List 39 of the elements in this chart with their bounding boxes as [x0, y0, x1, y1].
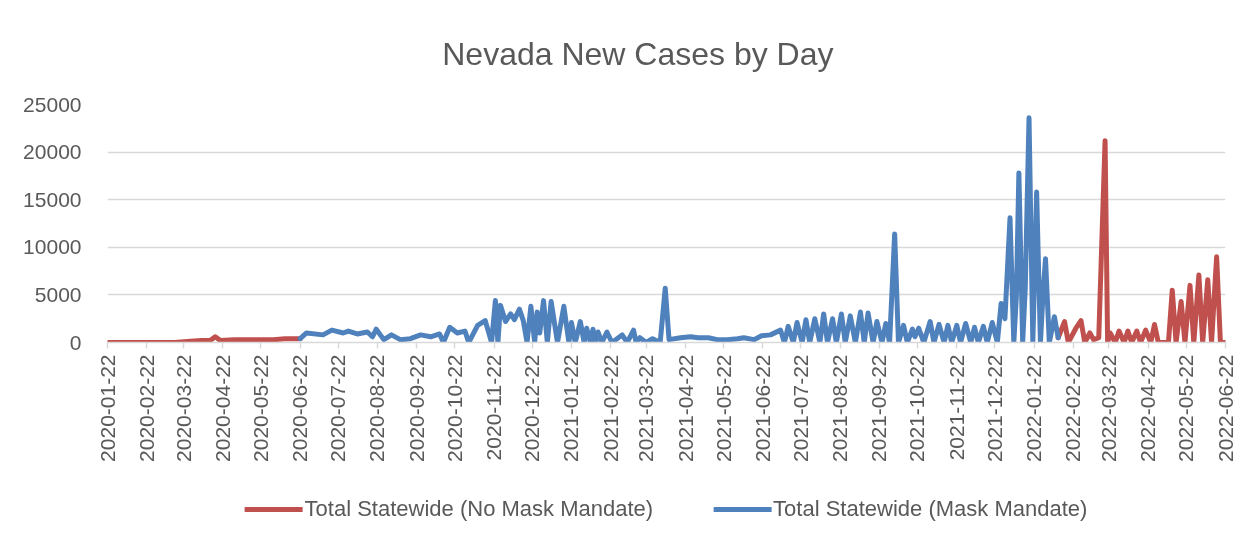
legend-label: Total Statewide (No Mask Mandate) [304, 495, 654, 522]
x-tick-label: 2021-09-22 [867, 354, 891, 462]
x-tick-label: 2022-01-22 [1022, 354, 1046, 462]
y-tick-label: 25000 [23, 92, 82, 116]
y-tick-label: 20000 [23, 140, 82, 164]
x-tick-label: 2020-04-22 [210, 354, 234, 462]
chart-title: Nevada New Cases by Day [442, 35, 834, 72]
x-tick-label: 2022-02-22 [1061, 354, 1085, 462]
y-tick-label: 0 [69, 330, 82, 354]
x-tick-label: 2021-05-22 [711, 354, 735, 462]
legend-label: Total Statewide (Mask Mandate) [773, 495, 1088, 522]
x-tick-label: 2021-02-22 [598, 354, 622, 462]
x-tick-label: 2020-02-22 [134, 354, 158, 462]
x-tick-label: 2020-12-22 [520, 354, 544, 462]
x-tick-label: 2021-11-22 [944, 354, 968, 461]
x-tick-label: 2021-06-22 [750, 354, 774, 462]
x-tick-label: 2021-08-22 [828, 354, 852, 462]
x-tick-label: 2021-07-22 [788, 354, 812, 462]
x-tick-label: 2021-04-22 [673, 354, 697, 462]
x-tick-label: 2020-11-22 [482, 354, 506, 461]
y-tick-label: 10000 [23, 235, 82, 259]
x-tick-label: 2020-07-22 [326, 354, 350, 462]
x-tick-label: 2022-04-22 [1136, 354, 1160, 462]
x-tick-label: 2020-09-22 [404, 354, 428, 462]
y-tick-label: 5000 [34, 282, 82, 306]
x-tick-label: 2021-10-22 [905, 354, 929, 462]
y-tick-label: 15000 [23, 187, 82, 211]
x-tick-label: 2020-06-22 [288, 354, 312, 462]
x-tick-label: 2022-06-22 [1213, 354, 1237, 462]
x-tick-label: 2020-10-22 [442, 354, 466, 462]
x-tick-label: 2021-03-22 [634, 354, 658, 462]
x-tick-label: 2020-05-22 [248, 354, 272, 462]
x-tick-label: 2020-03-22 [171, 354, 195, 462]
x-tick-label: 2022-03-22 [1096, 354, 1120, 462]
x-tick-label: 2020-08-22 [365, 354, 389, 462]
x-tick-label: 2020-01-22 [95, 354, 119, 462]
x-tick-label: 2021-01-22 [559, 354, 583, 462]
x-tick-label: 2021-12-22 [982, 354, 1006, 462]
x-tick-label: 2022-05-22 [1174, 354, 1198, 462]
